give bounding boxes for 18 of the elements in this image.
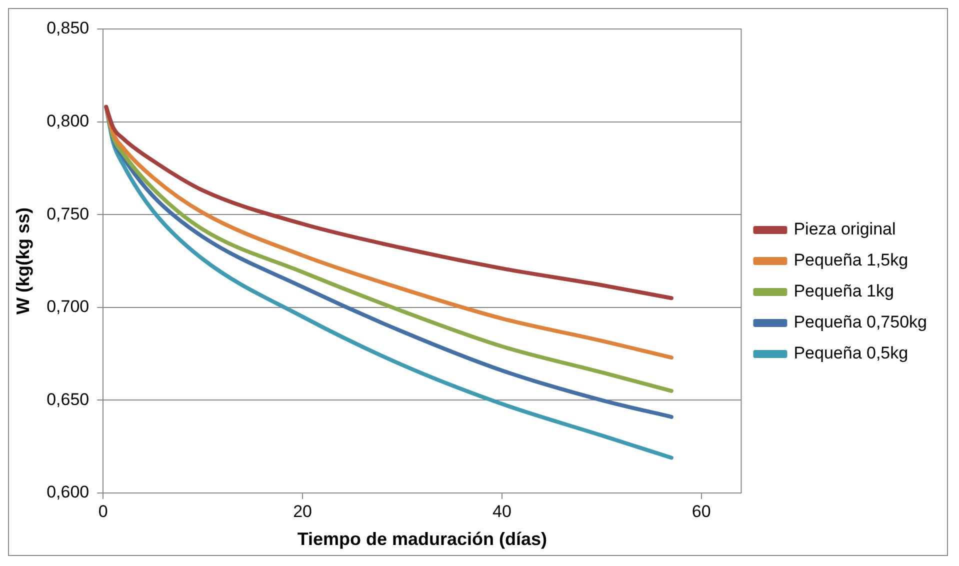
y-tick-label: 0,800 [46, 111, 90, 130]
y-axis-title: W (kg(kg ss) [12, 207, 33, 315]
y-tick-label: 0,650 [46, 390, 90, 409]
x-axis-title: Tiempo de maduración (días) [297, 529, 548, 550]
legend-label: Pieza original [794, 220, 896, 239]
x-tick-label: 40 [492, 502, 512, 521]
x-tick-label: 20 [293, 502, 312, 521]
legend-label: Pequeña 1kg [794, 282, 894, 301]
legend-label: Pequeña 0,5kg [794, 344, 908, 363]
y-tick-label: 0,750 [46, 204, 90, 224]
x-tick-label: 60 [692, 502, 711, 521]
y-tick-label: 0,600 [46, 482, 90, 502]
x-tick-label: 0 [98, 502, 108, 521]
legend-label: Pequeña 0,750kg [794, 312, 928, 332]
y-tick-label: 0,850 [46, 18, 90, 38]
legend-label: Pequeña 1,5kg [794, 250, 908, 270]
y-tick-label: 0,700 [46, 297, 90, 316]
line-series [104, 104, 674, 300]
